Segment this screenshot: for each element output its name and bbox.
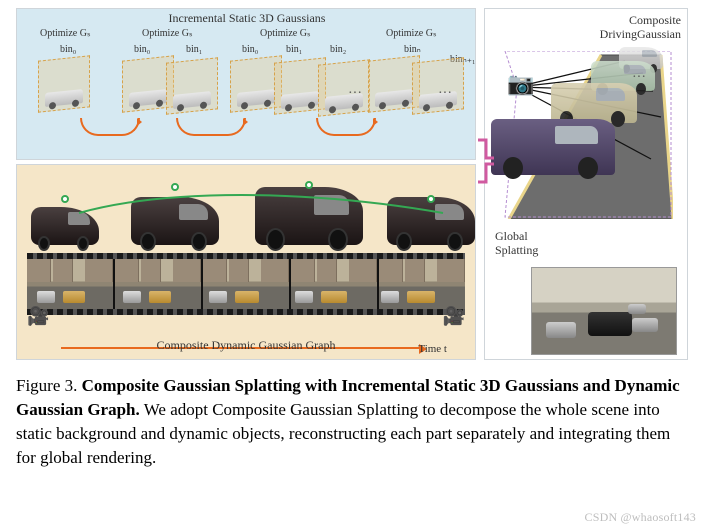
watermark-text: CSDN @whaosoft143 bbox=[585, 510, 696, 525]
bin-label: bin₀ bbox=[60, 44, 76, 55]
panel-bottom-title: Composite Dynamic Gaussian Graph bbox=[17, 338, 475, 353]
video-frame bbox=[291, 259, 379, 309]
figure-number: Figure 3. bbox=[16, 376, 77, 395]
camera-3d-icon: 📷 bbox=[507, 71, 534, 97]
trajectory-node-icon bbox=[427, 195, 435, 203]
suv-instance bbox=[387, 197, 475, 245]
gaussian-bin-cube bbox=[38, 55, 90, 112]
optimize-label: Optimize Gₛ bbox=[260, 28, 311, 39]
gaussian-bin-cube bbox=[318, 59, 370, 116]
video-frame bbox=[379, 259, 465, 309]
suv-instance bbox=[31, 207, 99, 245]
bin-label: bin₂ bbox=[330, 44, 346, 55]
suv-instance bbox=[255, 187, 363, 245]
gaussian-bin-cube bbox=[166, 57, 218, 114]
car-instance bbox=[491, 119, 615, 175]
right-title-line: DrivingGaussian bbox=[600, 27, 681, 41]
trajectory-node-icon bbox=[171, 183, 179, 191]
panel-right-title: Composite DrivingGaussian bbox=[491, 13, 681, 42]
suv-trajectory-row bbox=[31, 175, 461, 245]
video-frame bbox=[115, 259, 203, 309]
trajectory-node-icon bbox=[305, 181, 313, 189]
progress-arc-icon bbox=[176, 118, 246, 136]
camera-icon: 🎥 bbox=[443, 306, 465, 327]
global-splatting-label: Global Splatting bbox=[495, 229, 538, 258]
filmstrip bbox=[27, 253, 465, 315]
bin-label: bin₁ bbox=[186, 44, 202, 55]
bin-label: binₙ bbox=[404, 44, 421, 55]
ellipsis-icon: ··· bbox=[348, 86, 362, 102]
trajectory-node-icon bbox=[61, 195, 69, 203]
video-frame bbox=[203, 259, 291, 309]
progress-arc-icon bbox=[80, 118, 140, 136]
bin-label: bin₀ bbox=[242, 44, 258, 55]
suv-instance bbox=[131, 197, 219, 245]
figure-caption: Figure 3. Composite Gaussian Splatting w… bbox=[16, 374, 688, 471]
global-label-line: Global bbox=[495, 229, 528, 243]
bin-label: bin₁ bbox=[286, 44, 302, 55]
ellipsis-icon: ··· bbox=[438, 86, 452, 102]
video-frame bbox=[27, 259, 115, 309]
progress-arc-icon bbox=[316, 118, 376, 136]
car-instance bbox=[551, 83, 637, 123]
global-rendering-thumbnail bbox=[531, 267, 677, 355]
optimize-label: Optimize Gₛ bbox=[40, 28, 91, 39]
right-title-line: Composite bbox=[629, 13, 681, 27]
panel-dynamic-graph: 🎥 🎥 Composite Dynamic Gaussian Graph Tim… bbox=[16, 164, 476, 360]
bin-label: bin₀ bbox=[134, 44, 150, 55]
optimize-label: Optimize Gₛ bbox=[142, 28, 193, 39]
panel-top-title: Incremental Static 3D Gaussians bbox=[17, 11, 477, 26]
time-axis-label: Time t bbox=[418, 343, 447, 355]
camera-icon: 🎥 bbox=[27, 306, 49, 327]
global-label-line: Splatting bbox=[495, 243, 538, 257]
panel-composite-driving: Composite DrivingGaussian 📷 Global Splat… bbox=[484, 8, 688, 360]
figure-composite: Incremental Static 3D Gaussians bbox=[16, 8, 688, 360]
ellipsis-icon: ··· bbox=[632, 70, 646, 86]
optimize-label: Optimize Gₛ bbox=[386, 28, 437, 39]
